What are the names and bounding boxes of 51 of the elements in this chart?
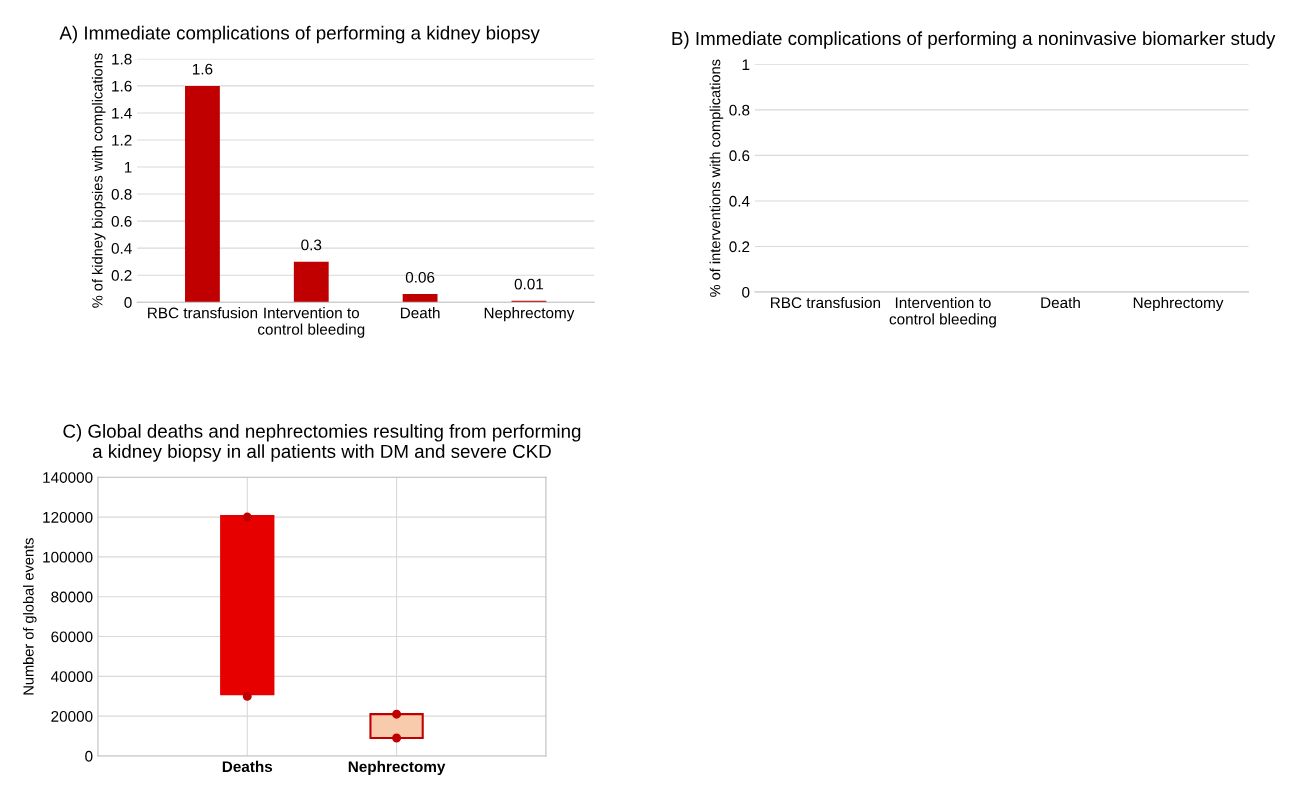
bar <box>185 85 220 303</box>
y-tick-label: 0.2 <box>729 241 750 253</box>
x-tick-label: Nephrectomy <box>484 307 575 322</box>
y-tick-label: 0 <box>124 297 132 308</box>
y-tick-label: 1.2 <box>112 134 132 146</box>
bar <box>293 261 329 303</box>
bar <box>402 294 438 303</box>
x-tick-label: Death <box>1041 296 1080 309</box>
data-label: 0.06 <box>405 271 435 283</box>
y-tick-label: 0.6 <box>111 215 132 227</box>
chart-title: A) Immediate complications of performing a kidney biopsy <box>59 25 540 44</box>
y-tick-label: 0.8 <box>111 188 132 200</box>
x-tick-label: Death <box>400 307 440 319</box>
x-tick-label: Nephrectomy <box>348 760 446 776</box>
y-tick-label: 0 <box>85 750 93 762</box>
data-label: 1.6 <box>192 63 213 75</box>
y-tick-label: 1.6 <box>112 80 132 92</box>
y-tick-label: 20000 <box>51 711 93 722</box>
chart-title: B) Immediate complications of performing a noninvasive biomarker study <box>672 31 1276 49</box>
data-label: 0.3 <box>301 239 322 251</box>
y-axis-title: % of interventions with complications <box>709 59 724 297</box>
y-tick-label: 0 <box>742 286 750 298</box>
y-tick-label: 60000 <box>51 631 93 643</box>
y-tick-label: 80000 <box>51 591 93 603</box>
y-tick-label: 1 <box>124 162 132 173</box>
point <box>392 709 402 719</box>
point <box>392 733 402 743</box>
y-tick-label: 0.4 <box>111 243 132 254</box>
chart-title: C) Global deaths and nephrectomies resulting from performing a kidney biopsy in all patients with DM and severe CKD <box>63 424 581 462</box>
x-tick-label: RBC transfusion <box>771 296 881 309</box>
point <box>242 512 252 522</box>
y-tick-label: 0.4 <box>729 195 750 207</box>
x-tick-label: Nephrectomy <box>1133 296 1224 312</box>
x-tick-label: RBC transfusion <box>148 307 258 319</box>
y-tick-label: 1.8 <box>112 53 132 65</box>
y-axis-title: % of kidney biopsies with complications <box>91 53 106 308</box>
data-label: 0.01 <box>514 278 544 290</box>
y-tick-label: 1 <box>742 59 750 70</box>
y-axis-title: Number of global events <box>22 538 37 695</box>
y-tick-label: 1.4 <box>112 107 132 119</box>
y-tick-label: 120000 <box>43 511 93 523</box>
point <box>242 691 252 701</box>
x-tick-label: Intervention to control bleeding <box>257 307 365 338</box>
y-tick-label: 40000 <box>50 671 93 683</box>
y-tick-label: 0.8 <box>729 104 750 116</box>
y-tick-label: 140000 <box>43 472 93 483</box>
y-tick-label: 100000 <box>43 551 93 563</box>
x-tick-label: Intervention to control bleeding <box>889 296 996 328</box>
x-tick-label: Deaths <box>222 760 273 773</box>
y-tick-label: 0.6 <box>729 150 750 162</box>
y-tick-label: 0.2 <box>111 270 132 281</box>
